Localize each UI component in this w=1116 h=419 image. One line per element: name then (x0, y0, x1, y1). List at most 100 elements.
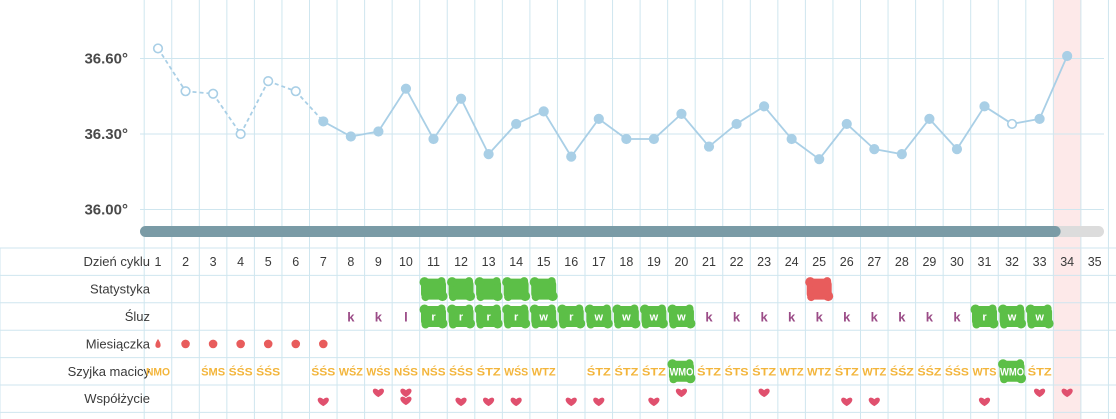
temperature-point (538, 106, 549, 117)
sluz-blob (667, 304, 696, 329)
day-number: 30 (950, 255, 964, 269)
szyjka-label: ŚTZ (835, 365, 859, 378)
temperature-segment (653, 113, 683, 140)
day-number: 35 (1088, 255, 1102, 269)
progress-fill (140, 226, 1061, 237)
temperature-point (896, 149, 907, 160)
temperature-segment (818, 123, 848, 160)
day-number: 25 (812, 255, 826, 269)
temperature-series (157, 47, 1068, 160)
szyjka-label: ŚŚZ (890, 365, 914, 378)
day-number: 23 (757, 255, 771, 269)
temperature-point (483, 149, 494, 160)
day-number: 26 (840, 255, 854, 269)
day-number: 19 (647, 255, 661, 269)
day-number: 20 (674, 255, 688, 269)
temperature-segment (157, 47, 187, 92)
heart-icon (648, 397, 660, 407)
menstruation-dot (208, 339, 218, 349)
heart-icon (1034, 388, 1046, 398)
day-number: 34 (1060, 255, 1074, 269)
sluz-label: w (594, 312, 604, 324)
heart-icon (593, 397, 605, 407)
row-label: Śluz (125, 309, 150, 324)
row-label: Statystyka (90, 282, 151, 297)
statystyka-mark (805, 277, 834, 302)
sluz-label: w (676, 312, 686, 324)
sluz-blob (529, 304, 558, 329)
temperature-point (345, 131, 356, 142)
row-label: Szyjka macicy (68, 364, 151, 379)
menstruation-dot (236, 339, 245, 349)
szyjka-label: NŚS (422, 365, 446, 378)
day-number: 14 (509, 255, 523, 269)
statystyka-mark (419, 277, 448, 302)
szyjka-label: ŚTZ (642, 365, 666, 378)
szyjka-blob (998, 359, 1027, 384)
day-number: 9 (375, 255, 382, 269)
temperature-point (1034, 113, 1045, 124)
szyjka-label: ŚTZ (614, 365, 638, 378)
sluz-label: r (514, 312, 519, 324)
temperature-segment (212, 93, 242, 135)
temperature-point (951, 144, 963, 155)
temperature-segment (791, 138, 820, 160)
heart-icon (455, 397, 467, 407)
heart-icon (400, 388, 412, 398)
sluz-blob (419, 304, 448, 329)
day-number: 12 (454, 255, 468, 269)
szyjka-label: ŚMS (201, 365, 225, 378)
temperature-segment (377, 88, 407, 132)
day-number: 18 (619, 255, 633, 269)
menstruation-dot (291, 339, 301, 349)
statystyka-mark (529, 277, 558, 302)
day-number: 22 (730, 255, 744, 269)
szyjka-label: ŚŚZ (917, 365, 941, 378)
temperature-point (373, 126, 384, 137)
temperature-point (621, 133, 632, 145)
szyjka-blob (667, 359, 696, 384)
statystyka-row (419, 277, 834, 302)
sluz-label: k (733, 310, 741, 325)
temperature-segment (736, 105, 765, 125)
sluz-label: k (375, 310, 383, 325)
szyjka-label: ŚŚS (256, 365, 280, 378)
day-number: 5 (265, 255, 272, 269)
szyjka-label: NŚS (394, 365, 418, 378)
day-number: 28 (895, 255, 909, 269)
temperature-point (814, 154, 825, 165)
temperature-segment (460, 98, 490, 155)
temperature-point (263, 76, 274, 87)
day-number: 10 (399, 255, 413, 269)
sluz-label: w (1007, 312, 1017, 324)
temperature-point (318, 116, 329, 127)
temperature-points (152, 43, 1073, 165)
szyjka-label: ŚTZ (477, 365, 501, 378)
sluz-label: w (649, 312, 659, 324)
horizontal-grid-lines (140, 57, 1104, 211)
temperature-segment (680, 113, 710, 148)
sluz-blob (1025, 304, 1054, 329)
temperature-point (841, 118, 852, 130)
temperature-segment (708, 123, 738, 148)
day-number: 1 (155, 255, 162, 269)
temperature-point (786, 133, 797, 145)
menstruation-dot (319, 339, 328, 349)
temperature-point (428, 133, 439, 145)
sluz-label: k (347, 310, 355, 325)
day-number: 11 (427, 255, 440, 269)
day-number: 29 (922, 255, 936, 269)
szyjka-label: ŚTZ (1028, 365, 1052, 378)
temperature-point (731, 118, 742, 130)
sluz-label: r (569, 312, 574, 324)
temperature-point (566, 151, 577, 162)
heart-icon (565, 397, 577, 407)
sluz-blob (612, 304, 641, 329)
temperature-segment (487, 123, 517, 155)
temperature-point (593, 113, 604, 124)
day-number: 17 (592, 255, 606, 269)
temperature-segment (405, 88, 435, 140)
szyjka-label: WŚZ (339, 365, 363, 378)
temperature-point (1006, 118, 1018, 130)
sluz-label: w (621, 312, 631, 324)
